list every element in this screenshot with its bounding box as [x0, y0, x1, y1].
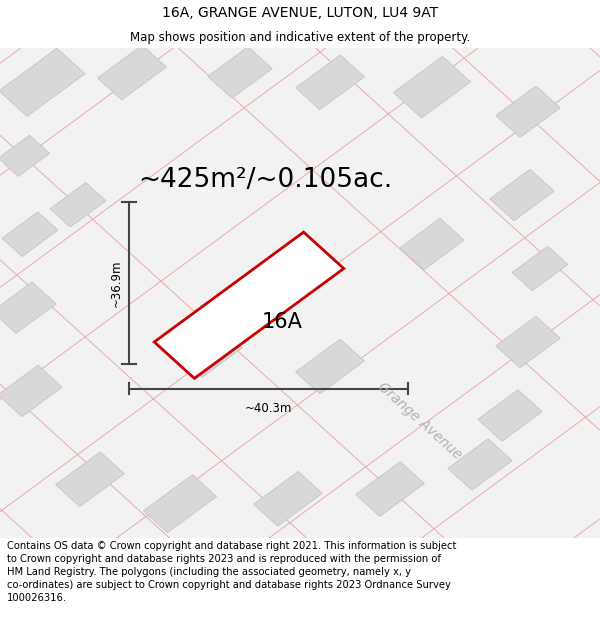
Polygon shape: [356, 462, 424, 516]
Polygon shape: [143, 475, 217, 532]
Polygon shape: [512, 246, 568, 291]
Polygon shape: [154, 232, 344, 378]
Text: ~36.9m: ~36.9m: [109, 259, 122, 307]
Text: ~425m²/~0.105ac.: ~425m²/~0.105ac.: [138, 168, 392, 193]
Text: Map shows position and indicative extent of the property.: Map shows position and indicative extent…: [130, 31, 470, 44]
Polygon shape: [490, 169, 554, 221]
Text: 16A: 16A: [262, 312, 302, 332]
Polygon shape: [208, 47, 272, 98]
Polygon shape: [50, 182, 106, 227]
Polygon shape: [296, 339, 364, 394]
Polygon shape: [0, 366, 62, 417]
Polygon shape: [496, 86, 560, 138]
Polygon shape: [56, 452, 124, 506]
Polygon shape: [448, 439, 512, 490]
Polygon shape: [478, 390, 542, 441]
Polygon shape: [254, 471, 322, 526]
Polygon shape: [0, 135, 50, 176]
Text: ~40.3m: ~40.3m: [245, 402, 292, 414]
Polygon shape: [178, 326, 242, 378]
Polygon shape: [394, 56, 470, 118]
Text: Contains OS data © Crown copyright and database right 2021. This information is : Contains OS data © Crown copyright and d…: [7, 541, 457, 603]
Polygon shape: [400, 218, 464, 269]
Polygon shape: [0, 282, 56, 333]
Polygon shape: [98, 45, 166, 100]
Polygon shape: [496, 316, 560, 368]
Polygon shape: [2, 212, 58, 256]
Text: Grange Avenue: Grange Avenue: [376, 379, 464, 462]
Text: 16A, GRANGE AVENUE, LUTON, LU4 9AT: 16A, GRANGE AVENUE, LUTON, LU4 9AT: [162, 6, 438, 21]
Polygon shape: [296, 55, 364, 109]
Polygon shape: [0, 48, 85, 116]
